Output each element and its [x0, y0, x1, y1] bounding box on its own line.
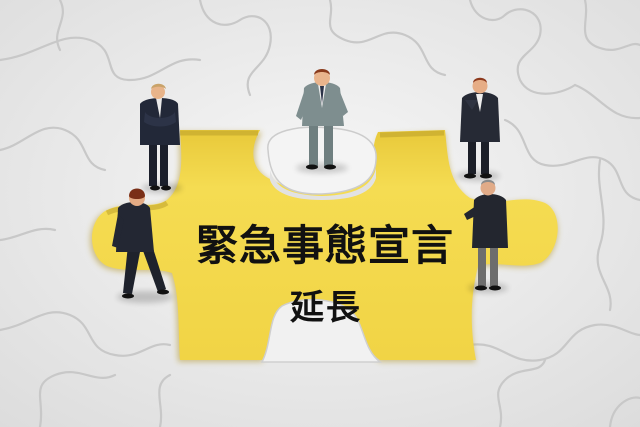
subline-text: 延長: [290, 288, 362, 328]
headline-text: 緊急事態宣言: [196, 221, 455, 270]
figure-center: [296, 69, 348, 170]
figure-right: [464, 179, 508, 291]
puzzle-knob-bottom: [260, 298, 383, 363]
puzzle-hole: [92, 130, 558, 360]
figure-left: [112, 188, 169, 299]
raised-piece: [267, 126, 377, 195]
figure-top-left: [140, 83, 180, 191]
figure-top-right: [460, 77, 500, 179]
